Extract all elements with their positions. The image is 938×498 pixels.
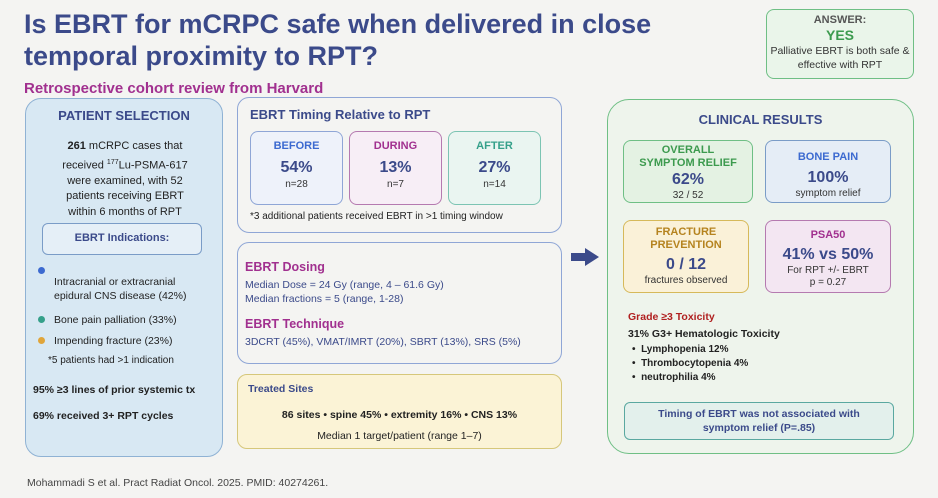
clinical-results-title: CLINICAL RESULTS (698, 112, 823, 127)
answer-text: Palliative EBRT is both safe & effective… (770, 45, 910, 71)
toxicity-item: • Thrombocytopenia 4% (632, 358, 749, 369)
timing-panel: EBRT Timing Relative to RPT BEFORE 54% n… (237, 97, 562, 233)
after-n: n=14 (483, 179, 506, 190)
psa50-box: PSA50 41% vs 50% For RPT +/- EBRT p = 0.… (765, 220, 891, 293)
timing-assoc-line2: symptom relief (P=.85) (702, 422, 816, 434)
after-pct: 27% (478, 159, 511, 176)
received-text: received (62, 159, 107, 172)
sites-line1: 86 sites • spine 45% • extremity 16% • C… (281, 409, 518, 421)
technique-title: EBRT Technique (245, 317, 345, 331)
before-label: BEFORE (273, 140, 320, 152)
overall-relief-box: OVERALL SYMPTOM RELIEF 62% 32 / 52 (623, 140, 753, 203)
before-n: n=28 (285, 179, 308, 190)
bone-bullet-icon (38, 316, 45, 323)
right-arrow-icon (571, 248, 599, 266)
clinical-results-panel: CLINICAL RESULTS OVERALL SYMPTOM RELIEF … (607, 99, 914, 454)
toxicity-item-text: neutrophilia 4% (641, 372, 716, 383)
timing-note: *3 additional patients received EBRT in … (250, 211, 503, 222)
timing-association-box: Timing of EBRT was not associated with s… (624, 402, 894, 440)
indication-cns-line1: Intracranial or extracranial (54, 276, 176, 288)
bone-value: 100% (807, 169, 849, 186)
technique-text: 3DCRT (45%), VMAT/IMRT (20%), SBRT (13%)… (245, 336, 521, 348)
ps-line5: within 6 months of RPT (68, 205, 182, 218)
toxicity-item: • neutrophilia 4% (632, 372, 716, 383)
overall-sub: 32 / 52 (672, 190, 704, 201)
bone-sub: symptom relief (795, 188, 861, 199)
isotope-mass: 177 (106, 158, 119, 166)
case-count: 261 (67, 140, 86, 152)
dosing-line1: Median Dose = 24 Gy (range, 4 – 61.6 Gy) (245, 279, 444, 291)
toxicity-item-text: Lymphopenia 12% (641, 344, 729, 355)
dosing-panel: EBRT Dosing Median Dose = 24 Gy (range, … (237, 242, 562, 364)
timing-before-box: BEFORE 54% n=28 (250, 131, 343, 205)
fracture-h1: FRACTURE (655, 226, 717, 238)
treated-sites-panel: Treated Sites 86 sites • spine 45% • ext… (237, 374, 562, 449)
after-label: AFTER (476, 140, 513, 152)
page-title: Is EBRT for mCRPC safe when delivered in… (24, 9, 652, 71)
cns-bullet-icon (38, 267, 45, 274)
toxicity-item-text: Thrombocytopenia 4% (641, 358, 749, 369)
ps-line4: patients receiving EBRT (66, 190, 184, 203)
toxicity-main: 31% G3+ Hematologic Toxicity (628, 328, 780, 340)
fact-prior-tx: 95% ≥3 lines of prior systemic tx (33, 384, 196, 396)
indication-fracture: Impending fracture (23%) (54, 335, 173, 347)
indication-cns: Intracranial or extracranial epidural CN… (54, 275, 186, 303)
timing-after-box: AFTER 27% n=14 (448, 131, 541, 205)
fracture-value: 0 / 12 (665, 256, 707, 273)
ps-line3: were examined, with 52 (67, 174, 183, 187)
answer-box: ANSWER: YES Palliative EBRT is both safe… (766, 9, 914, 79)
toxicity-item: • Lymphopenia 12% (632, 344, 729, 355)
timing-assoc-line1: Timing of EBRT was not associated with (658, 408, 860, 420)
answer-value: YES (825, 27, 854, 43)
toxicity-title: Grade ≥3 Toxicity (628, 311, 715, 323)
fact-rpt-cycles: 69% received 3+ RPT cycles (33, 410, 174, 422)
during-pct: 13% (379, 159, 412, 176)
sites-title: Treated Sites (248, 383, 314, 395)
psa-h1: PSA50 (810, 229, 846, 241)
dosing-title: EBRT Dosing (245, 260, 325, 274)
bone-h1: BONE PAIN (797, 151, 859, 163)
patient-selection-title: PATIENT SELECTION (58, 108, 190, 123)
dosing-line2: Median fractions = 5 (range, 1-28) (245, 293, 404, 305)
indications-title: EBRT Indications: (42, 223, 202, 255)
before-pct: 54% (280, 159, 313, 176)
overall-h1: OVERALL (661, 144, 715, 156)
fracture-h2: PREVENTION (650, 239, 722, 251)
case-text: mCRPC cases that (85, 140, 183, 152)
bone-pain-box: BONE PAIN 100% symptom relief (765, 140, 891, 203)
citation: Mohammadi S et al. Pract Radiat Oncol. 2… (27, 477, 329, 489)
during-label: DURING (373, 140, 418, 152)
fracture-box: FRACTURE PREVENTION 0 / 12 fractures obs… (623, 220, 749, 293)
overall-h2: SYMPTOM RELIEF (639, 157, 737, 169)
psa-sub1: For RPT +/- EBRT (787, 265, 869, 276)
isotope-name: Lu-PSMA-617 (118, 159, 188, 172)
indications-note: *5 patients had >1 indication (48, 355, 174, 366)
psa-sub2: p = 0.27 (809, 277, 847, 288)
during-n: n=7 (387, 179, 404, 190)
fracture-sub: fractures observed (644, 275, 728, 286)
fracture-bullet-icon (38, 337, 45, 344)
indication-cns-line2: epidural CNS disease (42%) (54, 290, 187, 302)
sites-line2: Median 1 target/patient (range 1–7) (317, 430, 482, 442)
overall-value: 62% (671, 171, 705, 188)
timing-during-box: DURING 13% n=7 (349, 131, 442, 205)
subtitle: Retrospective cohort review from Harvard (24, 80, 324, 97)
patient-selection-text: 261 mCRPC cases that received 177Lu-PSMA… (36, 139, 214, 220)
timing-title: EBRT Timing Relative to RPT (250, 107, 431, 122)
indication-bone: Bone pain palliation (33%) (54, 314, 177, 326)
psa-value: 41% vs 50% (782, 246, 874, 263)
patient-selection-panel: PATIENT SELECTION 261 mCRPC cases that r… (25, 98, 223, 457)
answer-label: ANSWER: (813, 14, 867, 26)
